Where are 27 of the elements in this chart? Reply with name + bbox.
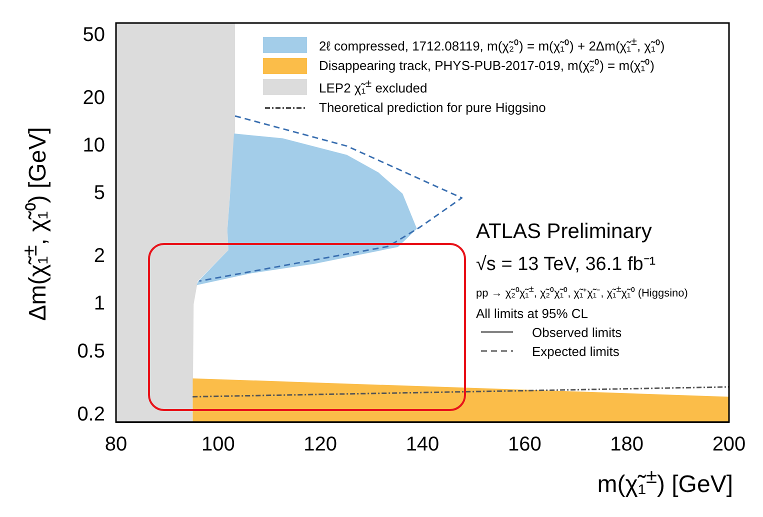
y-tick-label: 50 (82, 24, 105, 46)
annotation: Observed limits (532, 324, 622, 340)
y-tick-label: 2 (94, 245, 105, 268)
x-tick-label: 200 (712, 434, 746, 456)
x-tick-label: 160 (508, 434, 542, 456)
x-tick-label: 140 (406, 434, 440, 456)
x-tick-label: 180 (610, 434, 644, 456)
annotation: √s = 13 TeV, 36.1 fb⁻¹ (476, 253, 656, 276)
x-tick-label: 100 (201, 434, 235, 456)
y-tick-label: 0.5 (77, 340, 105, 362)
legend-label: Theoretical prediction for pure Higgsino (319, 98, 546, 117)
y-tick-label: 20 (82, 86, 105, 109)
y-tick-label: 10 (82, 134, 105, 157)
annotation: ATLAS Preliminary (476, 220, 652, 244)
legend-label: 2ℓ compressed, 1712.08119, m(χ̃₂⁰) = m(χ̃₁⁰) + 2Δm(χ̃₁$^{±}$, χ̃₁⁰) (319, 35, 665, 56)
y-tick-label: 1 (94, 292, 105, 315)
x-tick-label: 120 (304, 434, 338, 456)
line-series (198, 115, 463, 282)
legend-label: LEP2 χ̃₁$^{±}$ excluded (319, 77, 428, 98)
x-tick-label: 80 (104, 434, 128, 456)
y-tick-label: 5 (94, 182, 105, 204)
annotation: All limits at 95% CL (476, 306, 588, 321)
x-axis-title: m(χ̃₁$^{±}$) [GeV] (597, 466, 733, 499)
y-tick-label: 0.2 (77, 403, 105, 426)
legend-label: Disappearing track, PHYS-PUB-2017-019, m(χ̃₂⁰) = m(χ̃₁⁰) (319, 56, 654, 75)
annotation: pp → χ̃₂⁰χ̃₁$^{±}$, χ̃₂⁰χ̃₁⁰, χ̃₁⁺χ̃₁⁻, χ̃₁$^{±}$χ̃₁⁰ (Higgsino) (476, 284, 688, 300)
annotation: Expected limits (532, 344, 620, 359)
